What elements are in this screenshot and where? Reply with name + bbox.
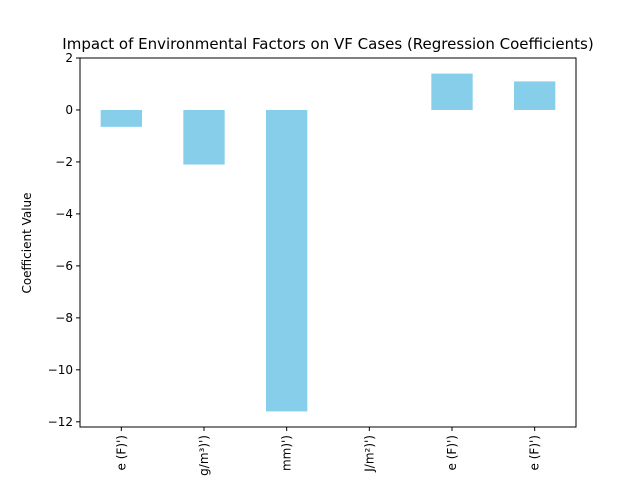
y-axis-label: Coefficient Value <box>20 192 34 293</box>
bar-series <box>100 73 556 412</box>
x-tick-label: g/m³)') <box>197 435 211 476</box>
y-tick-label: 0 <box>65 103 73 117</box>
bar-1 <box>100 109 142 127</box>
x-tick-label: e (F)') <box>528 435 542 470</box>
x-axis: e (F)') g/m³)') mm)') J/m²)') e (F)') e (F)') <box>114 427 542 476</box>
y-tick-label: −4 <box>55 207 73 221</box>
x-tick-label: J/m²)') <box>362 435 376 473</box>
bar-6 <box>514 81 556 110</box>
bar-5 <box>431 73 473 110</box>
y-tick-label: −12 <box>48 415 73 429</box>
bar-3 <box>266 109 308 412</box>
x-tick-label: mm)') <box>280 435 294 471</box>
y-tick-label: 2 <box>65 51 73 65</box>
bar-2 <box>183 109 225 165</box>
y-axis: 2 0 −2 −4 −6 −8 −10 −12 <box>48 51 80 429</box>
y-tick-label: −8 <box>55 311 73 325</box>
plot-frame <box>79 57 577 428</box>
x-tick-label: e (F)') <box>114 435 128 470</box>
x-tick-label: e (F)') <box>445 435 459 470</box>
y-tick-label: −6 <box>55 259 73 273</box>
y-tick-label: −2 <box>55 155 73 169</box>
y-tick-label: −10 <box>48 363 73 377</box>
chart-title: Impact of Environmental Factors on VF Ca… <box>62 35 593 53</box>
